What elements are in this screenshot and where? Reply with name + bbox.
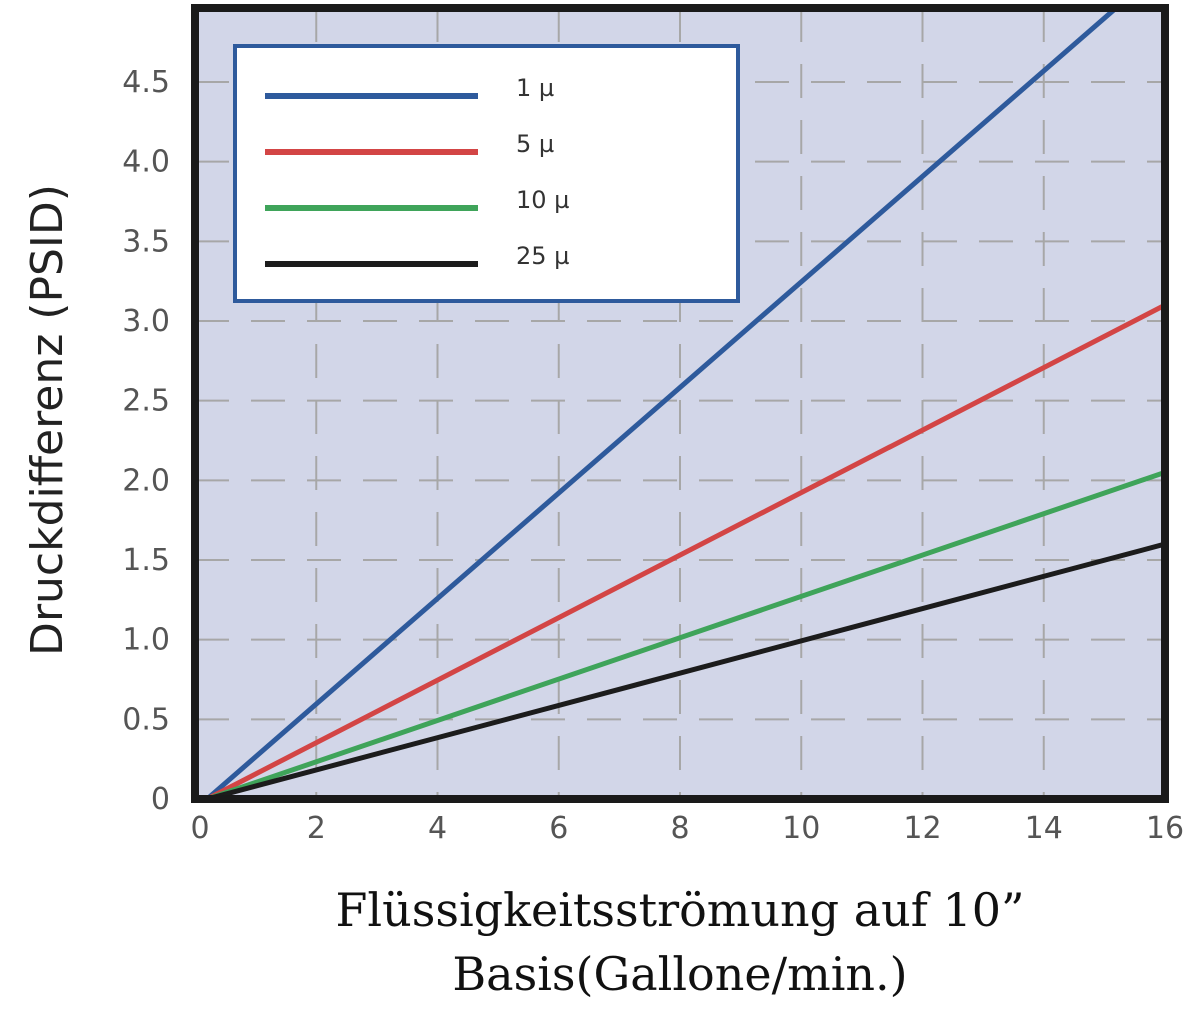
x-axis-label-line-1: Flüssigkeitsströmung auf 10” [336,883,1025,937]
y-tick-label: 2.0 [122,463,170,498]
y-tick-label: 2.5 [122,384,170,419]
legend-label-3: 10 µ [516,186,569,214]
y-tick-label: 0 [151,782,170,817]
legend-label-1: 1 µ [516,74,554,102]
y-axis-ticks: 0 0.5 1.0 1.5 2.0 2.5 3.0 3.5 4.0 4.5 [122,65,170,817]
x-axis-label-line-2: Basis(Gallone/min.) [452,947,907,1001]
x-tick-label: 4 [428,811,447,846]
legend-label-4: 25 µ [516,242,569,270]
x-tick-label: 10 [782,811,820,846]
x-tick-label: 8 [670,811,689,846]
legend: 1 µ 5 µ 10 µ 25 µ [233,44,740,303]
series-line-2 [205,302,1165,799]
grid-lines [195,8,1165,799]
legend-items: 1 µ 5 µ 10 µ 25 µ [265,74,569,270]
legend-label-2: 5 µ [516,130,554,158]
series-lines [205,8,1165,799]
y-tick-label: 3.5 [122,224,170,259]
y-tick-label: 0.5 [122,702,170,737]
x-axis-ticks: 0 2 4 6 8 10 12 14 16 [190,811,1184,846]
y-tick-label: 4.0 [122,145,170,180]
y-tick-label: 4.5 [122,65,170,100]
x-tick-label: 2 [307,811,326,846]
y-axis-label: Druckdifferenz (PSID) [22,184,73,656]
series-line-1 [205,8,1120,799]
series-line-4 [206,541,1165,799]
x-tick-label: 6 [549,811,568,846]
plot-frame [191,4,1169,803]
y-tick-label: 1.5 [122,543,170,578]
x-tick-label: 12 [903,811,941,846]
x-tick-label: 16 [1146,811,1184,846]
x-tick-label: 0 [190,811,209,846]
y-tick-label: 1.0 [122,623,170,658]
y-tick-label: 3.0 [122,304,170,339]
x-tick-label: 14 [1025,811,1063,846]
series-line-3 [206,470,1165,799]
legend-box [233,44,740,303]
